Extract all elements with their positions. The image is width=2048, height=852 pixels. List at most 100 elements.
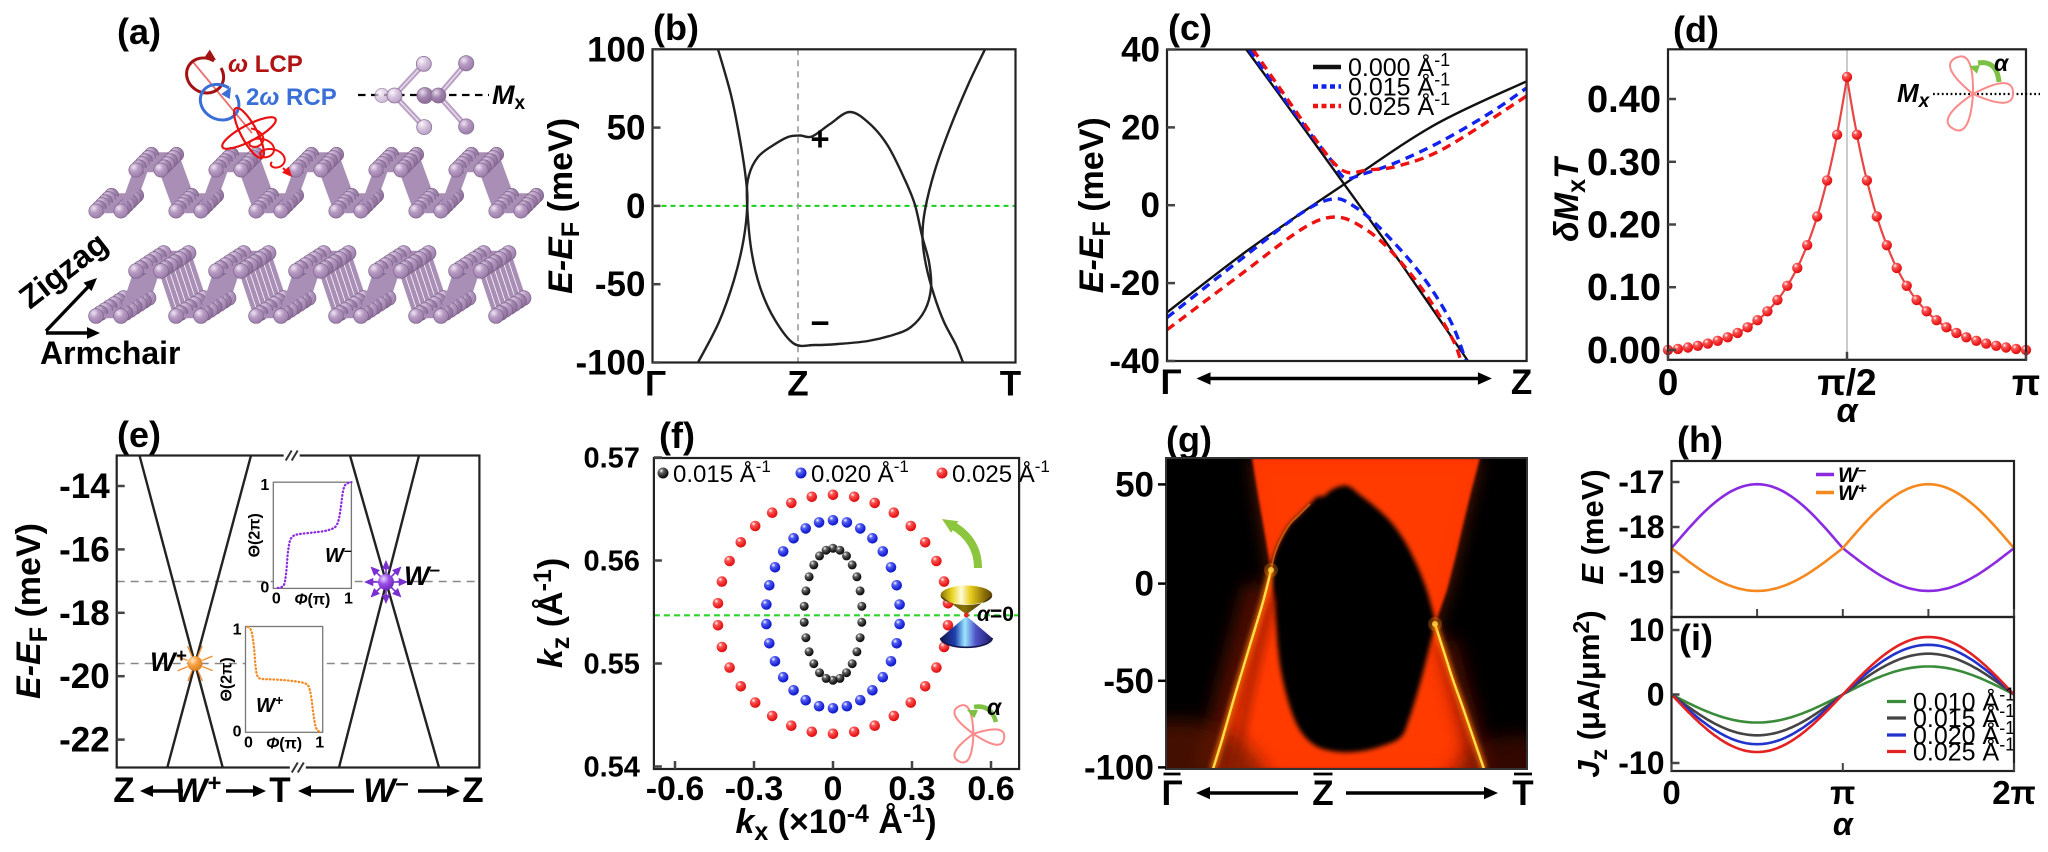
svg-text:-16: -16 [59,530,110,569]
svg-text:-50: -50 [595,265,646,304]
svg-text:50: 50 [607,109,646,148]
svg-text:40: 40 [1121,31,1160,70]
svg-text:-100: -100 [575,344,645,383]
svg-text:Θ(2π): Θ(2π) [246,513,263,557]
svg-text:Z: Z [462,771,483,810]
svg-text:0.000 Å-1: 0.000 Å-1 [1348,50,1450,82]
svg-text:Γ: Γ [1160,363,1181,402]
svg-text:(i): (i) [1679,617,1713,658]
svg-text:(c): (c) [1168,7,1212,48]
svg-text:α=0: α=0 [977,603,1014,626]
svg-text:0.3: 0.3 [888,770,935,808]
svg-text:50: 50 [1115,465,1154,504]
svg-text:1: 1 [260,477,269,494]
svg-text:0: 0 [824,770,843,808]
svg-text:0: 0 [1658,362,1679,403]
svg-text:0: 0 [1141,186,1160,225]
svg-text:+: + [810,120,829,157]
svg-text:0.020 Å-1: 0.020 Å-1 [1913,718,2015,750]
svg-text:Φ(π): Φ(π) [294,591,330,608]
svg-text:1: 1 [233,622,242,639]
svg-text:0: 0 [1662,774,1680,811]
svg-text:-50: -50 [1103,662,1154,701]
svg-text:0.025 Å-1: 0.025 Å-1 [952,457,1050,488]
svg-text:0: 0 [244,734,253,751]
svg-text:0.56: 0.56 [583,546,639,578]
svg-text:-10: -10 [1618,745,1664,781]
svg-text:(a): (a) [117,11,161,52]
svg-text:-14: -14 [59,467,110,506]
svg-text:Z: Z [787,365,808,404]
svg-text:1: 1 [344,590,353,607]
svg-text:0.55: 0.55 [583,649,639,681]
svg-text:Γ: Γ [1161,774,1182,813]
svg-text:Γ: Γ [645,365,666,404]
svg-text:-22: -22 [59,721,110,760]
svg-text:100: 100 [587,30,645,69]
svg-text:0: 0 [626,187,645,226]
svg-text:−: − [810,304,829,341]
svg-text:-19: -19 [1618,554,1664,590]
svg-text:0.6: 0.6 [967,770,1014,808]
svg-text:-100: -100 [1084,748,1154,787]
svg-text:0.015 Å-1: 0.015 Å-1 [1913,701,2015,733]
svg-text:0: 0 [1647,677,1665,713]
svg-text:kz (Å-1): kz (Å-1) [529,558,575,668]
svg-text:Z: Z [1511,363,1532,402]
svg-text:2ω RCP: 2ω RCP [246,84,337,111]
svg-text:2π: 2π [1992,774,2036,811]
svg-text:E-EF (meV): E-EF (meV) [10,523,53,699]
svg-text:Φ(π): Φ(π) [266,735,302,752]
svg-text:-20: -20 [1109,264,1160,303]
svg-text:(h): (h) [1677,419,1723,460]
svg-text:T: T [269,771,290,810]
svg-text:Z: Z [113,771,134,810]
svg-text:Z: Z [1312,774,1333,813]
svg-text:0.015 Å-1: 0.015 Å-1 [1348,70,1450,102]
svg-text:0.54: 0.54 [583,752,639,784]
svg-text:-18: -18 [59,594,110,633]
svg-text:π: π [1830,774,1855,811]
svg-text:ω LCP: ω LCP [228,51,303,78]
svg-text:(e): (e) [117,414,161,455]
svg-text:0.025 Å-1: 0.025 Å-1 [1913,735,2015,767]
svg-text:α: α [987,694,1003,720]
svg-text:-20: -20 [59,657,110,696]
svg-text:0: 0 [1135,565,1154,604]
svg-text:0.00: 0.00 [1587,330,1661,372]
svg-text:1: 1 [315,734,324,751]
svg-text:π: π [2012,362,2040,403]
svg-text:α: α [1994,50,2010,76]
svg-text:(f): (f) [659,415,695,456]
svg-text:0.10: 0.10 [1587,267,1661,309]
svg-text:0.30: 0.30 [1587,142,1661,184]
svg-text:(g): (g) [1166,419,1212,460]
svg-text:α: α [1833,806,1854,842]
svg-text:Armchair: Armchair [40,335,181,371]
svg-text:0: 0 [272,590,281,607]
svg-text:-17: -17 [1618,464,1664,500]
svg-text:0.025 Å-1: 0.025 Å-1 [1348,89,1450,121]
svg-text:0: 0 [260,579,269,596]
svg-text:0.020 Å-1: 0.020 Å-1 [811,457,909,488]
svg-text:Θ(2π): Θ(2π) [219,657,236,701]
svg-text:0: 0 [233,723,242,740]
svg-text:δMxT: δMxT [1548,155,1591,242]
svg-text:E-EF (meV): E-EF (meV) [542,118,585,294]
svg-text:20: 20 [1121,108,1160,147]
svg-text:E (meV): E (meV) [1575,469,1610,584]
svg-text:T: T [1000,365,1021,404]
svg-text:0.015 Å-1: 0.015 Å-1 [673,457,771,488]
svg-text:0.010 Å-1: 0.010 Å-1 [1913,685,2015,717]
svg-text:0.57: 0.57 [583,443,639,475]
svg-text:-18: -18 [1618,509,1664,545]
svg-text:α: α [1836,392,1859,430]
svg-text:-40: -40 [1109,342,1160,381]
svg-text:kx (×10-4 Å-1): kx (×10-4 Å-1) [735,800,936,846]
svg-text:10: 10 [1629,612,1665,648]
svg-text:E-EF (meV): E-EF (meV) [1073,117,1116,293]
svg-text:Jz (μA/μm2): Jz (μA/μm2) [1568,610,1612,777]
svg-text:0.40: 0.40 [1587,79,1661,121]
svg-text:-0.6: -0.6 [646,770,705,808]
svg-text:(d): (d) [1673,9,1719,50]
